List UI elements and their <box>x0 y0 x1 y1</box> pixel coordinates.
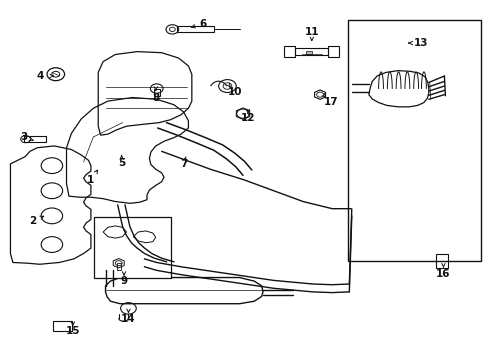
Text: 4: 4 <box>37 71 44 81</box>
Text: 7: 7 <box>180 159 187 169</box>
Bar <box>284 46 295 57</box>
Text: 9: 9 <box>120 276 127 286</box>
Bar <box>295 48 328 55</box>
Text: 5: 5 <box>118 158 125 168</box>
Bar <box>435 253 447 268</box>
Bar <box>305 50 311 54</box>
Bar <box>347 20 480 261</box>
Text: 15: 15 <box>65 326 80 336</box>
Text: 1: 1 <box>87 175 94 185</box>
Bar <box>117 263 121 270</box>
Text: 11: 11 <box>304 27 318 37</box>
Bar <box>154 89 160 96</box>
Bar <box>177 26 213 32</box>
Bar <box>328 46 338 57</box>
Text: 16: 16 <box>435 269 450 279</box>
Text: 8: 8 <box>152 93 159 103</box>
Text: 2: 2 <box>29 216 36 226</box>
Text: 17: 17 <box>324 97 338 107</box>
Bar <box>53 321 72 331</box>
Text: 12: 12 <box>240 113 255 123</box>
Bar <box>94 217 171 278</box>
Text: 3: 3 <box>20 132 28 142</box>
Text: 10: 10 <box>227 87 242 97</box>
Text: 13: 13 <box>413 38 427 48</box>
Text: 6: 6 <box>199 19 206 29</box>
Bar <box>24 136 45 142</box>
Text: 14: 14 <box>121 314 136 324</box>
